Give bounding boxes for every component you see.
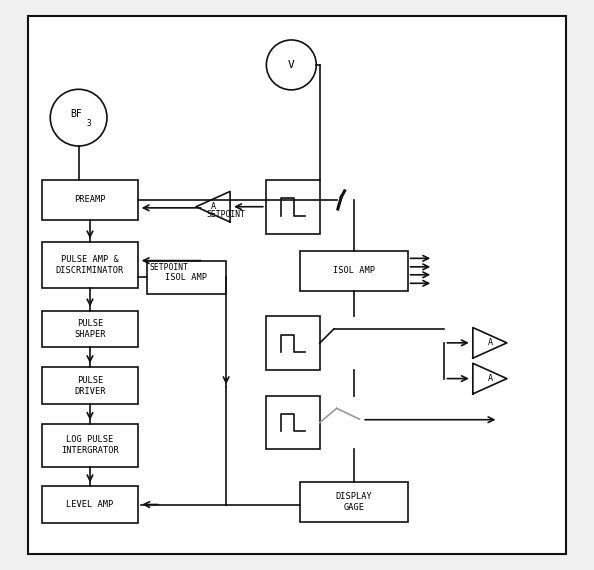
Text: PULSE
SHAPER: PULSE SHAPER (74, 319, 106, 339)
Text: V: V (288, 60, 295, 70)
Circle shape (50, 89, 107, 146)
Text: LEVEL AMP: LEVEL AMP (67, 500, 113, 510)
Bar (42, 311, 138, 347)
Text: PULSE AMP &
DISCRIMINATOR: PULSE AMP & DISCRIMINATOR (56, 255, 124, 275)
Bar (300, 251, 407, 291)
Bar (300, 482, 407, 522)
Text: PULSE
DRIVER: PULSE DRIVER (74, 376, 106, 396)
Bar (42, 486, 138, 523)
Text: LOG PULSE
INTERGRATOR: LOG PULSE INTERGRATOR (61, 435, 119, 455)
Bar (266, 316, 320, 370)
Bar (42, 367, 138, 404)
Text: DISPLAY
GAGE: DISPLAY GAGE (336, 492, 372, 512)
Text: A: A (210, 202, 216, 211)
Text: PREAMP: PREAMP (74, 196, 106, 205)
Text: ISOL AMP: ISOL AMP (333, 266, 375, 275)
Text: 3: 3 (87, 119, 91, 128)
Bar (266, 396, 320, 450)
Bar (42, 424, 138, 466)
Text: SETPOINT: SETPOINT (150, 263, 188, 272)
Bar (266, 180, 320, 234)
Text: A: A (487, 339, 492, 347)
Bar (147, 260, 226, 294)
Text: ISOL AMP: ISOL AMP (165, 272, 207, 282)
Bar (42, 242, 138, 288)
Text: SETPOINT: SETPOINT (206, 210, 245, 219)
Text: A: A (487, 374, 492, 383)
Bar (42, 180, 138, 220)
Circle shape (266, 40, 316, 90)
Text: BF: BF (70, 109, 81, 119)
